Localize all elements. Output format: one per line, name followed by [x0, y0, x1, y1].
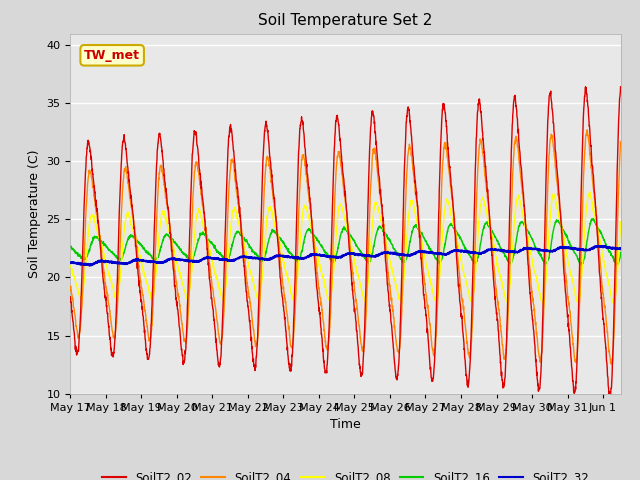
SoilT2_32 [349, 251, 356, 256]
SoilT2_04 [532, 328, 540, 334]
SoilT2_16 [412, 224, 419, 229]
SoilT2_08 [67, 263, 74, 269]
SoilT2_08 [617, 219, 625, 225]
SoilT2_04 [349, 271, 356, 277]
SoilT2_16 [589, 216, 597, 222]
SoilT2_02 [532, 363, 540, 369]
SoilT2_16 [99, 240, 106, 245]
SoilT2_32 [598, 243, 606, 249]
SoilT2_08 [412, 211, 419, 216]
Line: SoilT2_08: SoilT2_08 [70, 192, 621, 303]
SoilT2_08 [586, 189, 593, 194]
SoilT2_04 [99, 261, 106, 266]
SoilT2_02 [349, 287, 356, 293]
SoilT2_04 [428, 343, 436, 349]
Legend: SoilT2_02, SoilT2_04, SoilT2_08, SoilT2_16, SoilT2_32: SoilT2_02, SoilT2_04, SoilT2_08, SoilT2_… [97, 466, 594, 480]
SoilT2_04 [584, 127, 591, 132]
SoilT2_02 [428, 378, 436, 384]
SoilT2_02 [67, 294, 74, 300]
SoilT2_32 [99, 258, 107, 264]
SoilT2_04 [607, 361, 615, 367]
SoilT2_04 [67, 286, 74, 292]
SoilT2_02 [598, 294, 605, 300]
Line: SoilT2_32: SoilT2_32 [70, 246, 621, 266]
SoilT2_08 [99, 247, 106, 253]
SoilT2_02 [617, 84, 625, 89]
SoilT2_02 [606, 394, 614, 400]
SoilT2_16 [428, 250, 436, 256]
SoilT2_16 [532, 245, 540, 251]
Line: SoilT2_04: SoilT2_04 [70, 130, 621, 364]
SoilT2_16 [349, 236, 356, 241]
SoilT2_32 [67, 260, 74, 265]
Title: Soil Temperature Set 2: Soil Temperature Set 2 [259, 13, 433, 28]
Y-axis label: Soil Temperature (C): Soil Temperature (C) [28, 149, 41, 278]
SoilT2_32 [428, 249, 436, 255]
SoilT2_02 [99, 271, 106, 276]
SoilT2_04 [617, 140, 625, 146]
SoilT2_32 [594, 243, 602, 249]
X-axis label: Time: Time [330, 418, 361, 431]
Text: TW_met: TW_met [84, 49, 140, 62]
Line: SoilT2_02: SoilT2_02 [70, 86, 621, 397]
SoilT2_08 [532, 274, 540, 279]
SoilT2_08 [540, 300, 547, 306]
SoilT2_04 [412, 188, 419, 193]
SoilT2_04 [598, 279, 605, 285]
SoilT2_32 [532, 247, 540, 252]
SoilT2_32 [617, 246, 625, 252]
SoilT2_08 [598, 252, 606, 257]
SoilT2_08 [349, 250, 356, 256]
SoilT2_32 [86, 263, 93, 269]
SoilT2_02 [617, 84, 625, 90]
SoilT2_02 [412, 180, 419, 186]
SoilT2_16 [617, 250, 625, 255]
SoilT2_16 [598, 232, 605, 238]
SoilT2_08 [428, 284, 436, 290]
SoilT2_16 [67, 244, 74, 250]
Line: SoilT2_16: SoilT2_16 [70, 219, 621, 265]
SoilT2_16 [613, 262, 621, 268]
SoilT2_32 [412, 251, 419, 257]
